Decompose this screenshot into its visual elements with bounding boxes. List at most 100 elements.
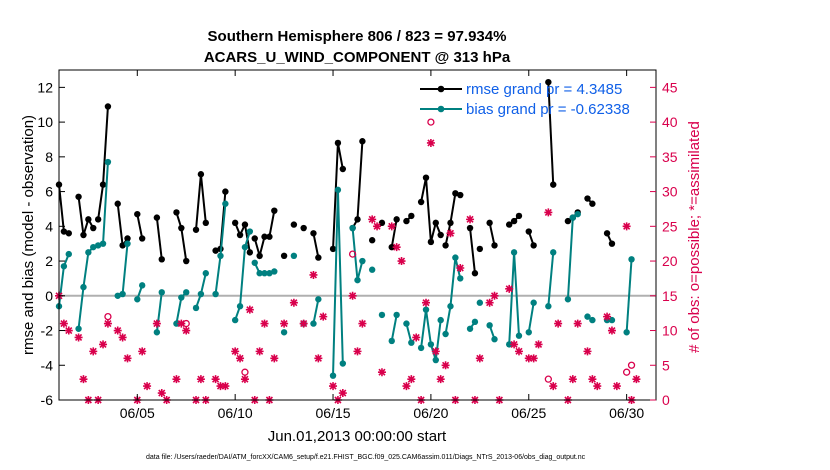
bias-point: [246, 228, 254, 235]
obs-assimilated-point: [182, 326, 191, 335]
rmse-point: [403, 217, 410, 225]
rmse-point: [603, 230, 611, 237]
obs-assimilated-point: [505, 284, 514, 293]
bias-point: [623, 329, 630, 336]
rmse-point: [75, 193, 82, 200]
bias-point: [442, 330, 449, 338]
obs-assimilated-point: [466, 215, 475, 224]
obs-assimilated-point: [632, 375, 641, 384]
obs-assimilated-point: [607, 326, 616, 335]
obs-assimilated-point: [510, 340, 519, 349]
obs-assimilated-point: [426, 138, 435, 147]
rmse-point: [94, 216, 102, 223]
rmse-point: [119, 242, 126, 249]
obs-assimilated-point: [348, 291, 357, 300]
y-right-tick-label: 30: [662, 184, 678, 200]
obs-assimilated-point: [329, 382, 338, 391]
obs-assimilated-point: [544, 208, 553, 217]
obs-assimilated-point: [103, 319, 112, 328]
bias-line-segment: [625, 259, 633, 333]
bias-point: [85, 249, 92, 256]
rmse-point: [584, 195, 591, 202]
obs-assimilated-point: [412, 333, 421, 342]
rmse-point: [256, 252, 263, 260]
obs-assimilated-point: [534, 340, 543, 349]
bias-point: [217, 252, 224, 260]
bias-line-segment: [547, 252, 555, 307]
obs-assimilated-point: [514, 347, 523, 356]
obs-assimilated-point: [319, 312, 328, 321]
rmse-point: [452, 190, 459, 197]
obs-assimilated-point: [456, 264, 465, 272]
rmse-point: [515, 212, 523, 220]
rmse-line-segment: [136, 213, 144, 239]
rmse-point: [378, 219, 386, 227]
bias-point: [349, 224, 356, 232]
rmse-point: [530, 242, 537, 249]
rmse-point: [564, 217, 572, 225]
rmse-point: [280, 252, 288, 260]
legend: rmse grand pr = 4.3485 bias grand pr = -…: [420, 81, 630, 118]
rmse-line-segment: [155, 217, 163, 260]
obs-assimilated-point: [118, 333, 127, 342]
obs-assimilated-point: [573, 319, 582, 328]
x-tick-label: 06/05: [120, 405, 155, 421]
bias-point: [261, 270, 268, 277]
rmse-line-segment: [77, 196, 95, 236]
rmse-line-segment: [312, 233, 320, 258]
rmse-point: [510, 217, 518, 225]
bias-point: [550, 249, 557, 256]
rmse-point: [65, 230, 72, 237]
bias-line-segment: [527, 302, 535, 333]
rmse-point: [178, 224, 185, 232]
obs-assimilated-point: [612, 382, 621, 391]
obs-assimilated-point: [485, 298, 494, 307]
bias-point: [515, 332, 523, 339]
rmse-point: [388, 243, 395, 251]
bias-point: [114, 292, 121, 299]
obs-assimilated-point: [138, 347, 147, 356]
x-axis-label: Jun.01,2013 00:00:00 start: [268, 428, 447, 445]
rmse-point: [85, 216, 92, 223]
obs-assimilated-point: [211, 375, 220, 384]
obs-assimilated-point: [236, 354, 245, 363]
obs-assimilated-point: [338, 389, 347, 398]
bias-point: [290, 252, 298, 260]
obs-assimilated-point: [568, 375, 577, 384]
bias-point: [60, 263, 68, 270]
bias-point: [403, 320, 410, 327]
obs-assimilated-point: [588, 375, 597, 384]
rmse-point: [104, 103, 112, 110]
bias-point: [417, 344, 425, 352]
rmse-point: [466, 224, 474, 232]
y-tick-label: -6: [41, 392, 54, 408]
rmse-point: [329, 245, 337, 253]
obs-possible-point: [627, 361, 636, 369]
rmse-point: [124, 235, 131, 242]
rmse-point: [192, 226, 200, 233]
bias-point: [589, 316, 596, 324]
x-tick-label: 06/15: [316, 405, 351, 421]
bias-line-segment: [77, 246, 94, 329]
bias-point: [280, 329, 288, 336]
bias-line-segment: [312, 299, 320, 324]
bias-point: [427, 341, 435, 348]
bias-point: [212, 290, 219, 298]
x-tick-label: 06/20: [413, 405, 448, 421]
obs-assimilated-point: [583, 347, 592, 356]
obs-assimilated-point: [593, 382, 602, 391]
obs-assimilated-point: [441, 361, 450, 370]
bias-point: [569, 214, 577, 221]
x-tick-label: 06/25: [511, 405, 546, 421]
bias-point: [408, 339, 415, 346]
y-right-tick-label: 45: [662, 79, 678, 95]
bias-point: [359, 257, 366, 265]
rmse-point: [393, 216, 400, 223]
footnote: data file: /Users/raeder/DAI/ATM_forcXX/…: [146, 454, 586, 461]
y-right-tick-label: 10: [662, 323, 678, 339]
y-right-tick-label: 25: [662, 218, 678, 234]
chart-subtitle: ACARS_U_WIND_COMPONENT @ 313 hPa: [204, 49, 511, 66]
bias-point: [310, 320, 317, 327]
y-axis-label: rmse and bias (model - observation): [20, 115, 37, 355]
rmse-point: [290, 221, 298, 228]
